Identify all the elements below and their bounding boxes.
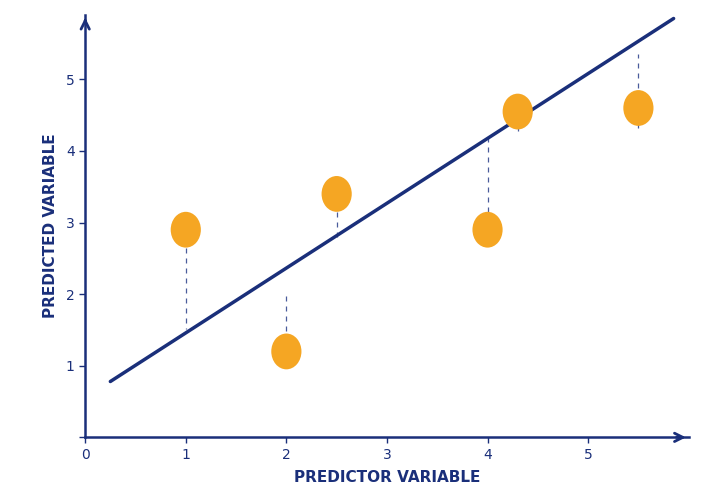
Ellipse shape: [271, 333, 302, 369]
X-axis label: PREDICTOR VARIABLE: PREDICTOR VARIABLE: [294, 470, 480, 485]
Ellipse shape: [472, 212, 503, 248]
Y-axis label: PREDICTED VARIABLE: PREDICTED VARIABLE: [43, 134, 58, 319]
Ellipse shape: [322, 176, 351, 212]
Ellipse shape: [623, 90, 653, 126]
Ellipse shape: [503, 93, 532, 130]
Ellipse shape: [170, 212, 201, 248]
